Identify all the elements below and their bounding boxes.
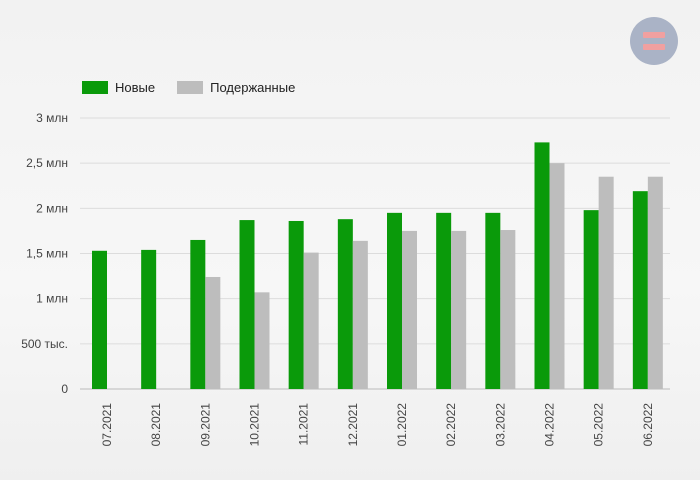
bar-new (534, 142, 550, 389)
bar-used (402, 230, 417, 389)
x-tick-label: 11.2021 (297, 403, 311, 446)
legend-swatch-used (177, 80, 204, 94)
x-tick-label: 02.2022 (444, 403, 458, 447)
bar-new (436, 212, 452, 389)
x-tick-label: 06.2022 (641, 403, 655, 447)
logo-bar-bottom (643, 44, 665, 50)
equals-logo-icon (630, 17, 678, 65)
logo-bar-top (643, 32, 665, 38)
bar-used (647, 176, 663, 389)
legend-item-used: Подержанные (177, 80, 295, 95)
bar-used (500, 230, 516, 389)
x-tick-label: 10.2021 (248, 403, 262, 447)
x-tick-label: 01.2022 (395, 403, 409, 447)
bar-new (239, 220, 255, 389)
bar-new (190, 239, 206, 389)
bar-used (451, 230, 467, 389)
y-tick-label: 0 (61, 382, 68, 396)
x-tick-label: 12.2021 (346, 403, 360, 447)
bar-used (549, 163, 565, 389)
legend-label-used: Подержанные (210, 79, 296, 95)
chart-legend: Новые Подержанные (82, 79, 317, 95)
y-tick-label: 1,5 млн (26, 247, 68, 261)
bar-new (632, 191, 648, 389)
bar-used (303, 252, 319, 389)
x-tick-label: 08.2021 (149, 403, 163, 447)
bar-used (254, 292, 270, 389)
legend-label-new: Новые (115, 79, 156, 95)
y-tick-label: 3 млн (36, 111, 68, 125)
y-tick-label: 500 тыс. (21, 337, 68, 351)
x-tick-label: 07.2021 (100, 403, 114, 447)
bar-new (485, 212, 501, 389)
x-tick-label: 09.2021 (198, 403, 212, 447)
y-tick-label: 2,5 млн (26, 156, 68, 170)
bar-new (583, 210, 599, 389)
bar-used (352, 240, 368, 389)
bar-new (337, 219, 353, 389)
bar-new (92, 250, 107, 389)
bar-new (288, 220, 304, 389)
y-tick-label: 1 млн (36, 292, 68, 306)
x-tick-label: 04.2022 (543, 403, 557, 447)
bar-used (598, 176, 614, 389)
bar-new (387, 212, 402, 389)
x-tick-label: 03.2022 (493, 403, 507, 447)
legend-item-new: Новые (82, 80, 155, 95)
legend-swatch-new (82, 80, 108, 94)
bar-used (205, 276, 221, 389)
x-tick-label: 05.2022 (592, 403, 606, 447)
y-tick-label: 2 млн (36, 201, 68, 215)
bar-new (141, 249, 157, 389)
